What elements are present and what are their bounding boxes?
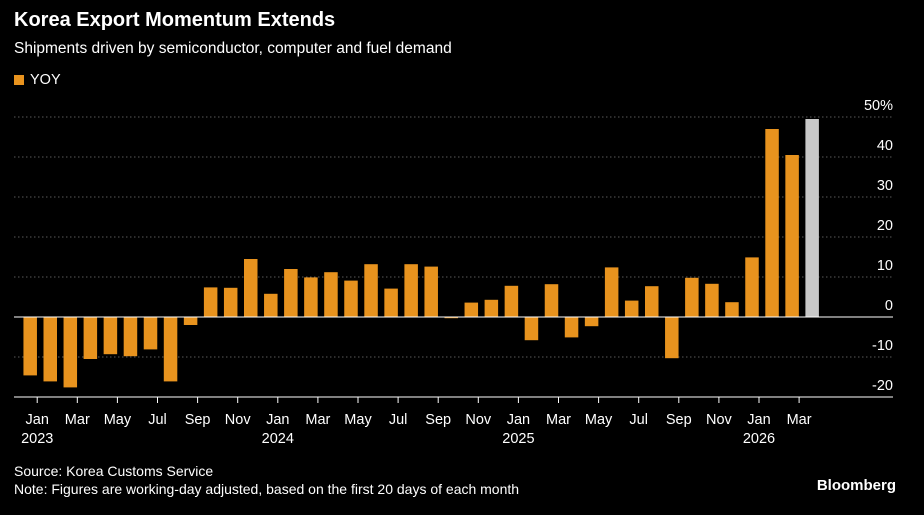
legend-label-yoy: YOY: [30, 72, 61, 88]
bar-dec-2024: [484, 299, 499, 317]
bloomberg-logo: Bloomberg: [816, 477, 896, 494]
bar-oct-2025: [685, 277, 699, 317]
bar-jan-2026: [745, 257, 759, 317]
x-tick-label: May: [344, 412, 372, 428]
bar-mar-2026: [785, 155, 799, 317]
x-year-label: 2026: [743, 431, 775, 447]
bar-nov-2024: [464, 302, 479, 317]
bar-feb-2023: [43, 317, 57, 382]
y-tick-label: -10: [872, 338, 893, 354]
y-tick-label: 0: [885, 298, 893, 314]
y-tick-label: 40: [877, 138, 893, 154]
bar-apr-2026: [805, 119, 819, 317]
bar-aug-2024: [404, 264, 418, 317]
bar-jan-2025: [504, 285, 519, 317]
bar-feb-2025: [524, 317, 539, 341]
y-tick-label: 30: [877, 178, 893, 194]
bar-nov-2025: [705, 283, 719, 317]
bar-dec-2025: [725, 302, 739, 317]
bar-sep-2023: [183, 317, 198, 325]
x-tick-label: Mar: [65, 412, 90, 428]
x-tick-label: May: [585, 412, 613, 428]
bar-apr-2025: [564, 317, 579, 338]
x-tick-label: Jan: [747, 412, 770, 428]
x-tick-label: Jul: [629, 412, 648, 428]
bar-aug-2023: [163, 317, 178, 382]
y-tick-label: 10: [877, 258, 893, 274]
bar-jan-2024: [264, 293, 278, 317]
y-tick-label: 20: [877, 218, 893, 234]
bar-feb-2026: [765, 129, 779, 317]
x-year-label: 2024: [262, 431, 294, 447]
bar-jun-2023: [123, 317, 138, 357]
x-tick-label: Jan: [507, 412, 530, 428]
bar-mar-2023: [63, 317, 78, 388]
x-tick-label: Nov: [706, 412, 733, 428]
x-tick-label: Jul: [389, 412, 408, 428]
bar-may-2025: [584, 317, 599, 327]
bar-may-2023: [103, 317, 118, 355]
bar-sep-2024: [424, 266, 438, 317]
x-year-label: 2023: [21, 431, 53, 447]
source-note: Source: Korea Customs Service: [14, 463, 214, 479]
bar-nov-2023: [223, 287, 238, 317]
x-tick-label: Jul: [148, 412, 167, 428]
y-tick-label: 50%: [864, 98, 893, 114]
bar-sep-2025: [665, 317, 679, 359]
x-tick-label: Jan: [266, 412, 289, 428]
x-tick-label: Sep: [425, 412, 451, 428]
legend: YOY: [14, 72, 61, 88]
bar-mar-2025: [544, 284, 559, 317]
bar-jun-2025: [604, 267, 619, 317]
bar-oct-2023: [203, 287, 218, 317]
bar-oct-2024: [444, 317, 458, 319]
x-tick-label: Jan: [26, 412, 49, 428]
bar-jan-2023: [23, 317, 37, 376]
bar-feb-2024: [284, 269, 298, 317]
bar-aug-2025: [645, 286, 659, 317]
x-tick-label: Sep: [666, 412, 692, 428]
x-tick-label: May: [104, 412, 132, 428]
chart-subtitle: Shipments driven by semiconductor, compu…: [14, 40, 452, 57]
footnote: Note: Figures are working-day adjusted, …: [14, 481, 520, 497]
bar-jul-2024: [384, 288, 398, 317]
bar-may-2024: [344, 280, 358, 317]
x-year-label: 2025: [502, 431, 534, 447]
bar-mar-2024: [304, 277, 318, 317]
bar-jun-2024: [364, 264, 378, 317]
x-tick-label: Sep: [185, 412, 211, 428]
bar-jul-2023: [143, 317, 158, 350]
x-tick-label: Nov: [225, 412, 252, 428]
bar-jul-2025: [624, 300, 639, 317]
bar-apr-2024: [324, 272, 338, 317]
bar-dec-2023: [244, 259, 258, 317]
chart-title: Korea Export Momentum Extends: [14, 9, 336, 31]
x-tick-label: Mar: [787, 412, 812, 428]
bar-apr-2023: [83, 317, 98, 359]
x-tick-label: Nov: [465, 412, 492, 428]
y-tick-label: -20: [872, 378, 893, 394]
x-tick-label: Mar: [546, 412, 571, 428]
x-tick-label: Mar: [305, 412, 330, 428]
legend-swatch: [14, 75, 24, 85]
